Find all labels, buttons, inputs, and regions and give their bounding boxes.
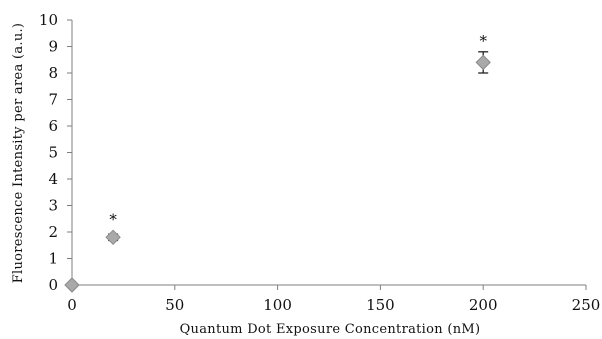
data-point	[64, 277, 80, 293]
axes	[67, 19, 587, 290]
significance-label: *	[109, 210, 117, 228]
y-axis-title: Fluorescence Intensity per area (a.u.)	[11, 23, 26, 284]
data-point-group: *	[105, 210, 121, 246]
y-tick-label: 0	[48, 276, 58, 294]
data-point	[475, 54, 491, 71]
y-tick-label: 5	[48, 144, 58, 162]
x-tick-label: 150	[366, 296, 395, 314]
data-point-group	[64, 277, 80, 293]
y-tick-label: 3	[48, 197, 58, 215]
y-tick-label: 7	[48, 91, 58, 109]
data-points: **	[64, 32, 491, 293]
significance-label: *	[479, 32, 487, 50]
y-tick-label: 10	[39, 11, 58, 29]
data-point	[105, 229, 121, 246]
y-tick-label: 1	[48, 250, 58, 268]
x-axis-title: Quantum Dot Exposure Concentration (nM)	[180, 322, 481, 337]
y-tick-label: 8	[48, 64, 58, 82]
y-tick-label: 2	[48, 223, 58, 241]
y-tick-label: 4	[48, 170, 58, 188]
x-tick-label: 50	[165, 296, 184, 314]
y-tick-label: 9	[48, 38, 58, 56]
y-tick-label: 6	[48, 117, 58, 135]
x-tick-label: 100	[263, 296, 292, 314]
x-tick-label: 200	[469, 296, 498, 314]
data-point-group: *	[475, 32, 491, 74]
x-tick-label: 0	[67, 296, 77, 314]
x-tick-label: 250	[572, 296, 601, 314]
